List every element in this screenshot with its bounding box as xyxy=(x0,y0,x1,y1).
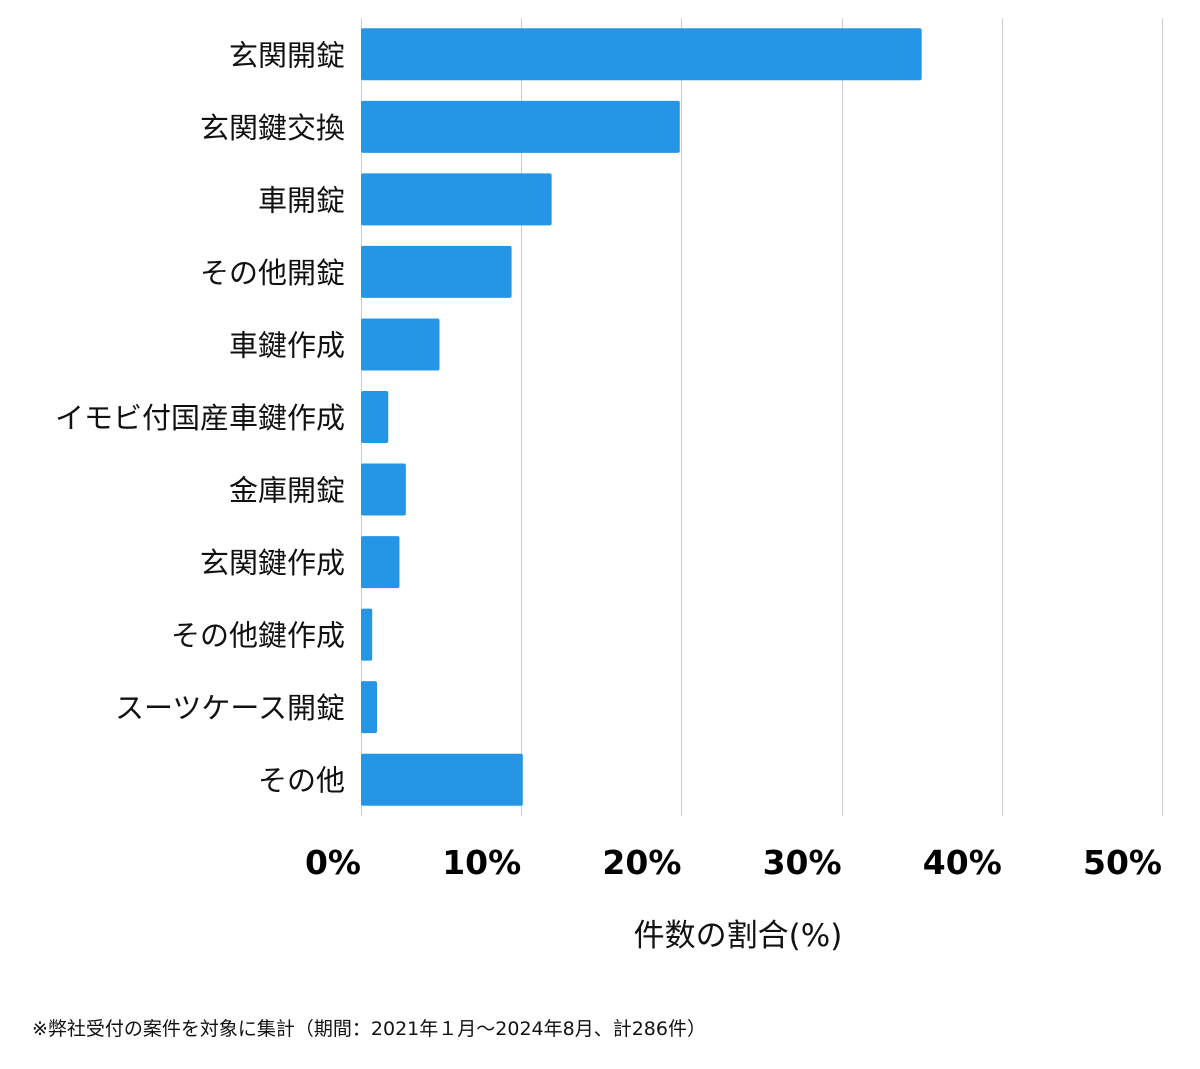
bars xyxy=(361,28,922,806)
category-label: 車開錠 xyxy=(258,183,345,217)
category-label: イモビ付国産車鍵作成 xyxy=(55,401,345,435)
category-label: 金庫開錠 xyxy=(229,474,345,508)
x-tick-label: 0% xyxy=(305,843,361,882)
bar xyxy=(361,681,378,734)
bar xyxy=(361,173,552,226)
category-label: その他開錠 xyxy=(200,256,345,290)
bar xyxy=(361,753,523,806)
category-label: 車鍵作成 xyxy=(229,328,345,362)
x-tick-label: 40% xyxy=(923,843,1002,882)
x-axis-title: 件数の割合(%) xyxy=(634,918,843,954)
bar xyxy=(361,245,512,298)
category-label: スーツケース開錠 xyxy=(115,691,345,725)
footnote: ※弊社受付の案件を対象に集計（期間：2021年１月〜2024年8月、計286件） xyxy=(32,1018,706,1040)
category-label: 玄関鍵作成 xyxy=(200,546,345,580)
bar xyxy=(361,536,400,589)
category-label: 玄関鍵交換 xyxy=(200,111,345,145)
bar xyxy=(361,463,406,516)
bar xyxy=(361,28,922,81)
bar xyxy=(361,608,373,661)
bar xyxy=(361,318,440,371)
category-label: その他鍵作成 xyxy=(171,619,345,653)
category-label: その他 xyxy=(258,764,345,798)
x-tick-label: 20% xyxy=(602,843,681,882)
bar xyxy=(361,391,389,443)
category-label: 玄関開錠 xyxy=(229,38,345,72)
category-labels: 玄関開錠玄関鍵交換車開錠その他開錠車鍵作成イモビ付国産車鍵作成金庫開錠玄関鍵作成… xyxy=(55,38,345,797)
x-tick-labels: 0% 10% 20% 30% 40% 50% xyxy=(305,843,1162,882)
bar xyxy=(361,100,680,153)
x-tick-label: 50% xyxy=(1083,843,1162,882)
x-tick-label: 30% xyxy=(763,843,842,882)
x-tick-label: 10% xyxy=(442,843,521,882)
bar-chart: 玄関開錠玄関鍵交換車開錠その他開錠車鍵作成イモビ付国産車鍵作成金庫開錠玄関鍵作成… xyxy=(55,18,1163,954)
